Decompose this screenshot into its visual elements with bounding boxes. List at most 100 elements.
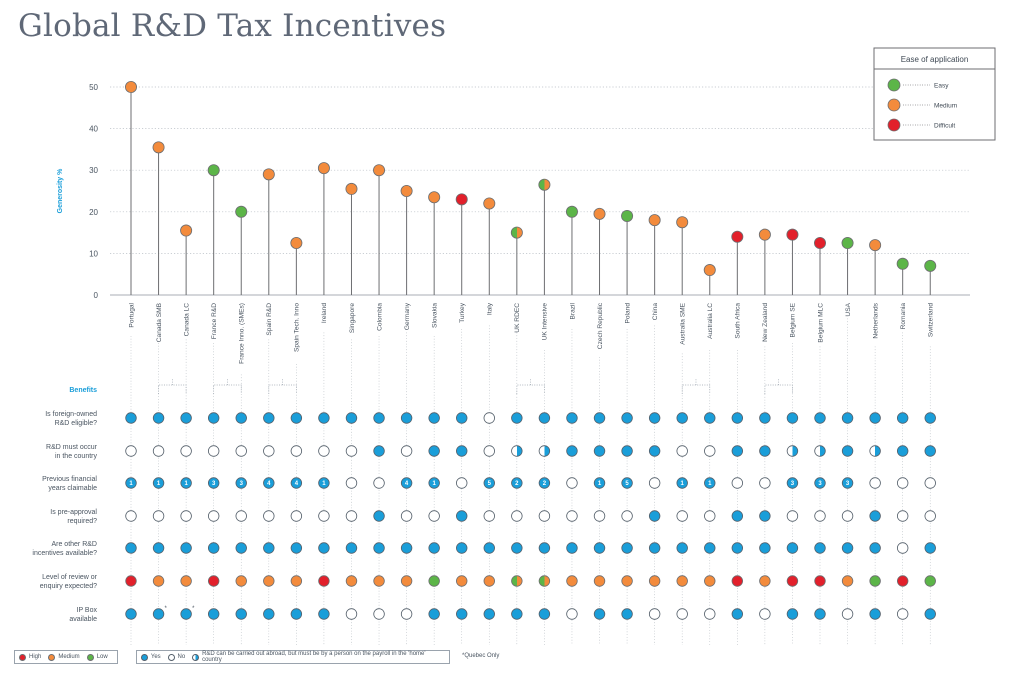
country-label: Canada LC xyxy=(183,303,190,337)
country-label: USA xyxy=(845,302,852,316)
matrix-cell xyxy=(759,608,771,620)
matrix-cell xyxy=(207,608,220,620)
matrix-cell xyxy=(814,608,826,620)
matrix-cell xyxy=(152,477,165,489)
legend-label-medium: Medium xyxy=(934,103,957,110)
matrix-cell xyxy=(648,477,661,489)
matrix-cell xyxy=(814,510,826,522)
matrix-cell xyxy=(841,542,854,554)
benefit-question: Is pre-approval xyxy=(50,509,97,516)
half-label: R&D can be carried out abroad, but must … xyxy=(202,651,426,663)
matrix-cell xyxy=(511,575,523,587)
matrix-cell xyxy=(814,542,826,554)
data-point xyxy=(869,239,882,252)
years-number: 1 xyxy=(184,481,188,487)
matrix-cell xyxy=(896,575,909,587)
matrix-cell xyxy=(704,477,716,489)
matrix-cell xyxy=(924,477,936,489)
y-tick-label: 10 xyxy=(89,249,98,258)
y-axis: 0 10 20 30 40 50 Generosity % xyxy=(57,83,99,300)
matrix-cell xyxy=(511,477,523,489)
years-number: 1 xyxy=(157,481,161,487)
matrix-cell xyxy=(538,445,551,457)
matrix-cell xyxy=(345,542,358,554)
matrix-cell xyxy=(318,575,330,587)
country-label: Switzerland xyxy=(928,303,935,337)
years-number: 4 xyxy=(405,481,409,487)
matrix-cell xyxy=(704,608,716,620)
data-point xyxy=(538,178,551,191)
high-level-dot xyxy=(19,653,26,661)
benefit-question: incentives available? xyxy=(32,550,97,557)
group-bracket xyxy=(764,384,793,394)
matrix-cell xyxy=(125,542,137,554)
matrix-cell xyxy=(621,477,633,489)
legend-dot-difficult xyxy=(887,118,901,132)
matrix-cell xyxy=(593,542,606,554)
years-number: 1 xyxy=(598,481,602,487)
matrix-cell xyxy=(676,477,688,489)
matrix-cell xyxy=(207,542,220,554)
matrix-cell xyxy=(759,412,771,424)
matrix-cell xyxy=(235,575,247,587)
matrix-cell xyxy=(456,412,468,424)
matrix-cell xyxy=(373,608,385,620)
matrix-cell xyxy=(648,510,661,522)
matrix-cell xyxy=(400,575,413,587)
matrix-cell xyxy=(428,445,440,457)
matrix-cell xyxy=(869,608,881,620)
matrix-cell xyxy=(841,412,854,424)
country-label: Australia SME xyxy=(680,302,687,344)
matrix-cell xyxy=(180,445,192,457)
data-point xyxy=(125,81,138,94)
half-dot xyxy=(192,653,200,661)
matrix-cell xyxy=(593,477,606,489)
matrix-cell xyxy=(759,575,771,587)
matrix-cell xyxy=(180,575,192,587)
matrix-cell xyxy=(538,542,551,554)
y-axis-label: Generosity % xyxy=(57,168,64,214)
matrix-cell xyxy=(566,575,578,587)
data-point xyxy=(648,214,661,227)
matrix-cell xyxy=(318,412,330,424)
no-label: No xyxy=(177,654,186,660)
matrix-cell xyxy=(648,445,661,457)
data-point xyxy=(814,236,827,249)
matrix-cell xyxy=(125,575,137,587)
matrix-cell xyxy=(841,575,854,587)
matrix-cell xyxy=(152,575,165,587)
medium-level-dot xyxy=(48,653,56,661)
data-point xyxy=(235,205,248,218)
group-bracket xyxy=(681,384,711,394)
country-label: Turkey xyxy=(459,302,466,323)
matrix-cell xyxy=(235,477,247,489)
country-label: Poland xyxy=(624,303,631,324)
matrix-cell xyxy=(869,575,881,587)
matrix-cell xyxy=(400,412,413,424)
y-tick-label: 50 xyxy=(89,83,98,92)
benefits-header: Benefits xyxy=(69,387,97,394)
review-level-legend: High Medium Low xyxy=(14,650,118,664)
matrix-cell xyxy=(373,510,385,522)
country-labels: Portugal Canada SMB Canada LC France R&D Fra… xyxy=(128,302,935,645)
matrix-cell xyxy=(180,608,192,620)
matrix-cell xyxy=(593,445,606,457)
legend-dot-easy xyxy=(887,78,901,92)
matrix-cell xyxy=(290,412,303,424)
country-label: South Africa xyxy=(735,303,742,339)
matrix-cell xyxy=(483,542,495,554)
matrix-cell xyxy=(704,542,716,554)
country-label: Brazil xyxy=(569,302,576,319)
y-tick-label: 0 xyxy=(94,291,99,300)
matrix-cell xyxy=(786,477,799,489)
matrix-cell xyxy=(345,510,358,522)
benefits-matrix: Benefits Is foreign-owned R&D eligible? R&D… xyxy=(32,387,936,623)
matrix-cell xyxy=(648,575,661,587)
benefit-question: Level of review or xyxy=(42,574,98,581)
years-number: 3 xyxy=(240,481,244,487)
years-number: 4 xyxy=(267,481,271,487)
matrix-cell xyxy=(566,412,578,424)
matrix-cell xyxy=(400,608,413,620)
matrix-cell xyxy=(566,608,578,620)
